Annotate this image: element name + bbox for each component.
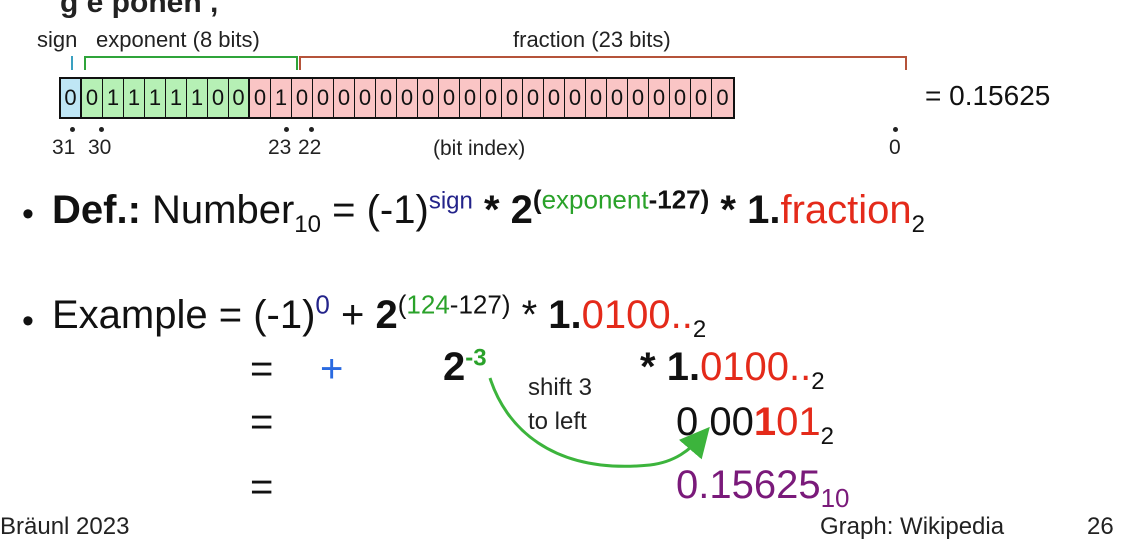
shift-note-1: shift 3 [528,374,593,401]
fraction-bracket [299,56,907,70]
bit-cell-2: 0 [670,79,691,117]
footer-credit: Graph: Wikipedia [820,513,1005,540]
bit-cell-25: 1 [187,79,208,117]
final-value: 0.1562510 [676,463,850,513]
sign-label: sign [37,27,78,52]
example-line-1: Example = (-1)0 + 2(124-127) * 1.0100..2 [52,289,707,343]
sign-superscript: sign [428,187,473,215]
exponent-bracket [84,56,298,70]
cut-header: g e ponen , [60,0,219,19]
index-30: 30 [88,136,112,159]
bit-cell-20: 0 [292,79,313,117]
bullet-example: • [22,302,34,340]
index-23: 23 [268,136,292,159]
eq-2: = [250,347,274,391]
footer-left: Bräunl 2023 [0,513,130,540]
exponent-word: exponent [541,184,649,215]
index-31: 31 [52,136,76,159]
bit-cell-31: 0 [61,79,82,117]
bit-cell-8: 0 [544,79,565,117]
shift-note-2: to left [528,408,587,435]
plus-sign: + [320,347,344,391]
bit-cell-23: 0 [229,79,250,117]
bit-cell-30: 0 [82,79,103,117]
bit-cell-27: 1 [145,79,166,117]
number-word: Number [152,188,295,232]
exponent-label: exponent (8 bits) [96,27,260,52]
shift-arrow [488,377,710,468]
def-label: Def.: [52,188,141,232]
bit-cell-4: 0 [628,79,649,117]
bit-cell-13: 0 [439,79,460,117]
example-line-3-value: 0.001012 [676,400,834,450]
eq-4: = [250,465,274,509]
index-0: 0 [889,136,901,159]
page-number: 26 [1087,513,1114,540]
bit-cell-22: 0 [250,79,271,117]
sign-bracket [71,56,73,70]
bit-cell-0: 0 [712,79,733,117]
fraction-label: fraction (23 bits) [513,27,671,52]
bit-cell-21: 1 [271,79,292,117]
bit-cell-6: 0 [586,79,607,117]
bit-cell-3: 0 [649,79,670,117]
index-dot-31 [70,127,75,132]
bit-cell-7: 0 [565,79,586,117]
bit-cell-24: 0 [208,79,229,117]
index-dot-0 [893,127,898,132]
bit-cell-16: 0 [376,79,397,117]
bit-cell-10: 0 [502,79,523,117]
index-dot-22 [309,127,314,132]
index-dot-23 [284,127,289,132]
power-neg3: 2-3 [443,344,487,389]
eq-3: = [250,400,274,444]
bit-cell-28: 1 [124,79,145,117]
bit-cell-5: 0 [607,79,628,117]
example-line-2-right: * 1.0100..2 [640,345,825,395]
bit-cell-26: 1 [166,79,187,117]
bit-index-caption: (bit index) [433,137,526,160]
bit-cell-29: 1 [103,79,124,117]
bit-cell-12: 0 [460,79,481,117]
bit-cell-14: 0 [418,79,439,117]
bit-cell-17: 0 [355,79,376,117]
fraction-word: fraction [780,188,912,232]
bitfield-result: = 0.15625 [925,80,1051,111]
bullet-def: • [22,195,34,233]
bit-cell-19: 0 [313,79,334,117]
bit-cell-9: 0 [523,79,544,117]
definition-formula: Def.: Number10 = (-1)sign * 2(exponent-1… [52,184,925,238]
bit-cell-1: 0 [691,79,712,117]
bit-cell-15: 0 [397,79,418,117]
index-dot-30 [99,127,104,132]
index-22: 22 [298,136,322,159]
bit-cell-18: 0 [334,79,355,117]
bit-cell-11: 0 [481,79,502,117]
